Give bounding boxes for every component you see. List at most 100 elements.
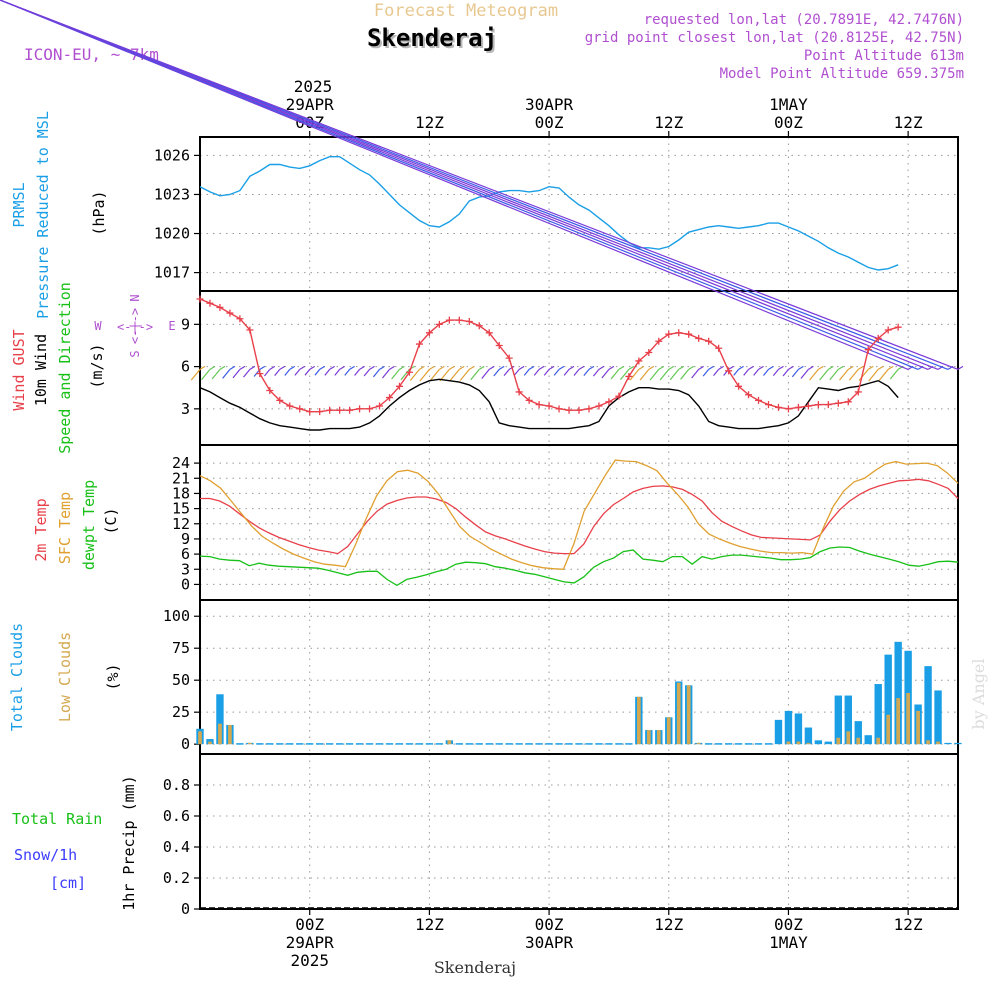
gust-marker [445,316,453,324]
total-cloud-bar [256,743,264,745]
compass-rose: W E <-|-> <-|-> N S [94,294,175,357]
total-cloud-bar [764,743,773,745]
gust-marker [435,320,443,328]
speed-direction-label: Speed and Direction [56,282,74,454]
wind-barb-flag [758,365,764,370]
gust-marker [824,401,832,409]
gust-marker [535,401,543,409]
snow-unit-label: [cm] [50,874,86,892]
gust-marker [814,401,822,409]
y-tick-label: 1017 [154,264,190,282]
gust-marker [794,403,802,411]
wind-barb-flag [847,365,854,370]
wind-barb [304,369,311,376]
gust-marker [645,349,653,357]
wind-barb-flag [419,365,425,370]
gust-marker [455,316,463,324]
wind-barb [649,369,660,381]
wind-barb-flag [259,365,266,370]
compass-horizontal: <-|-> [117,320,153,334]
wind-barb [211,369,221,380]
total-cloud-bar [555,743,563,745]
low-cloud-bar [656,730,661,745]
total-clouds-label: Total Clouds [8,623,26,731]
wind-barb [610,369,620,380]
y-tick-label: 0.8 [163,776,190,794]
gust-marker [675,329,683,337]
total-cloud-bar [724,743,733,745]
total-cloud-bar [475,743,483,745]
low-cloud-bar [686,685,691,745]
gust-marker [784,405,792,413]
cloud-bars [196,641,962,745]
compass-south: S [128,350,142,357]
total-cloud-bar [266,743,274,745]
y-tick-label: 12 [172,515,190,533]
wind-barb-flag [379,365,385,370]
total-cloud-bar [276,743,284,745]
dewpt-label: dewpt Temp [80,480,98,570]
wind-barb [449,369,460,382]
wind-barb [0,0,919,370]
panel-frame [199,290,959,446]
wind-barb [470,369,480,381]
total-cloud-bar [824,741,833,745]
total-cloud-bar [495,743,503,745]
gust-marker [874,334,882,342]
gust-marker [316,408,324,416]
gust-marker [425,329,433,337]
wind-barb-flag [818,365,824,370]
gust-marker [266,387,274,395]
gust-marker [705,337,713,345]
bottom-axis-date: 1MAY [769,933,808,952]
low-cloud-bar [248,742,252,745]
wind-barb-flag [738,365,744,370]
wind-barb [669,369,680,381]
wind-barb-flag [957,365,964,370]
wind-barb [503,369,510,377]
wind-barb [809,369,819,381]
gust-marker [276,396,284,404]
requested-coords: requested lon,lat (20.7891E, 42.7476N) [644,12,964,28]
y-tick-label: 3 [181,400,190,418]
wind-barb [829,369,839,381]
wind-barb-flag [578,365,585,370]
wind-barb-flag [668,365,675,370]
wind-barb [800,369,809,379]
top-axis-hour: 12Z [894,113,923,132]
gust-marker [326,406,334,414]
pressure-unit: (hPa) [90,190,108,235]
temperature-series [199,459,959,587]
wind-barb-flag [618,365,625,370]
wind-barb-flag [638,365,645,370]
gust-marker [565,406,573,414]
gust-marker [685,330,693,338]
wind-barb-flag [219,365,226,370]
total-cloud-bar [565,743,573,745]
top-axis-hour: 12Z [415,113,444,132]
total-cloud-bar [625,743,633,745]
wind-barb-flag [329,365,335,370]
top-axis-date: 30APR [525,95,574,114]
low-cloud-bar [666,717,671,745]
wind-barb [190,369,201,381]
wind-barb-flag [678,365,685,370]
top-time-axis: 2025 29APR00Z12Z30APR00Z12Z1MAY00Z12Z [286,77,923,137]
gust-marker [286,402,294,410]
bottom-axis-hour: 12Z [415,915,444,934]
gust-marker [415,340,423,348]
wind-barb-flag [588,365,595,370]
wind-barb [659,369,670,381]
wind-barb [713,369,720,377]
wind-barb-flag [528,365,535,370]
wind-barb-flag [558,365,565,370]
wind-barb [0,0,959,370]
wind-barb [243,369,251,378]
wind-barb [743,369,750,376]
gust-marker [635,357,643,365]
forecast-title: Forecast Meteogram [374,1,558,21]
low-cloud-bar [447,740,452,745]
wind-barb [274,369,281,377]
bottom-axis-year: 2025 [290,951,329,970]
wind-barb-flag [548,365,555,370]
